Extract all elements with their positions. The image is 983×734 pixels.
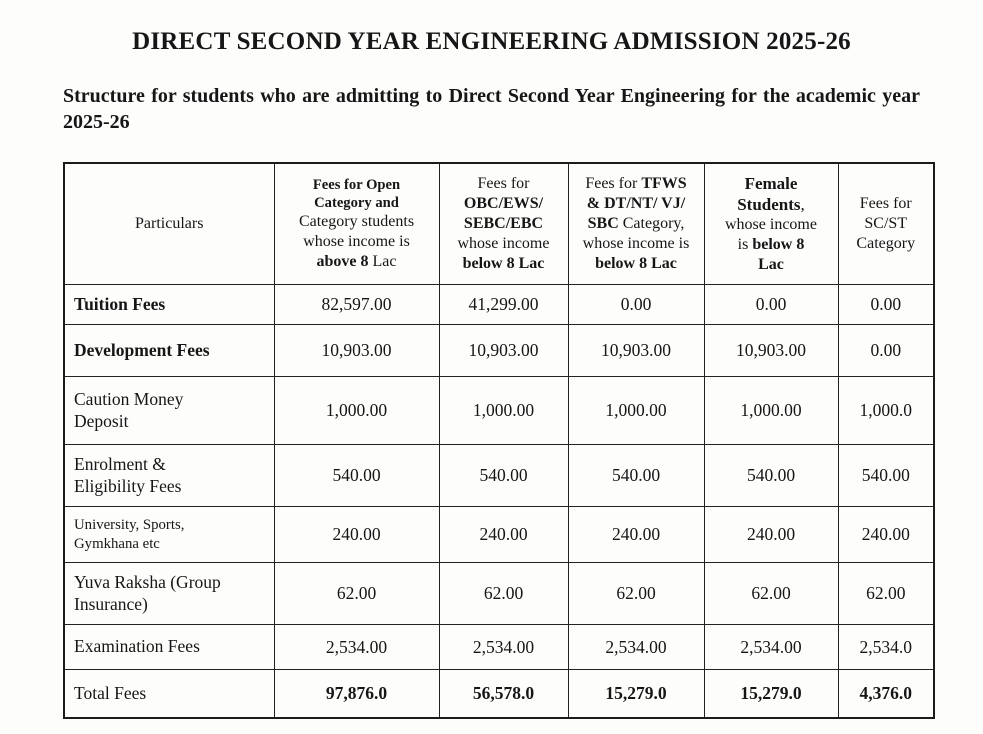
column-header-line: above 8 Lac — [316, 253, 397, 271]
fee-value: 2,534.0 — [837, 624, 935, 671]
column-header-line: below 8 Lac — [462, 254, 545, 272]
fee-value: 1,000.0 — [837, 376, 935, 446]
fee-value: 10,903.00 — [703, 324, 839, 378]
fee-value: 240.00 — [703, 506, 839, 564]
table-row: Yuva Raksha (Group Insurance) 62.00 62.00 6… — [63, 562, 935, 626]
column-header-line: & DT/NT/ VJ/ — [586, 195, 686, 213]
fee-value: 56,578.0 — [438, 669, 569, 719]
fee-value: 0.00 — [567, 284, 705, 326]
fee-value: 62.00 — [837, 562, 935, 626]
column-header-line: OBC/EWS/ — [463, 195, 544, 213]
column-header-particulars: Particulars — [63, 162, 275, 286]
column-header-line: Fees for — [859, 195, 912, 213]
column-header-obc-ews-sebc-ebc: Fees for OBC/EWS/SEBC/EBC whose income belo… — [438, 162, 569, 286]
column-header-line: Category and — [314, 195, 399, 212]
fee-value: 540.00 — [273, 444, 440, 508]
fee-value: 1,000.00 — [273, 376, 440, 446]
column-header-tfws-dt-nt-vj-sbc: Fees for TFWS & DT/NT/ VJ/SBC Category, wh… — [567, 162, 705, 286]
fee-value: 2,534.00 — [567, 624, 705, 671]
column-header-line: Fees for Open — [312, 177, 401, 194]
row-label: Development Fees — [63, 324, 275, 378]
table-row: Caution Money Deposit 1,000.00 1,000.00 1,0… — [63, 376, 935, 446]
column-header-sc-st: Fees for SC/ST Category — [837, 162, 935, 286]
column-header-line: SEBC/EBC — [463, 215, 544, 233]
fee-value: 1,000.00 — [438, 376, 569, 446]
column-header-line: Fees for — [477, 175, 530, 193]
fee-value: 62.00 — [273, 562, 440, 626]
column-header-line: is below 8 — [737, 236, 805, 254]
row-label: Enrolment & Eligibility Fees — [63, 444, 275, 508]
column-header-line: Lac — [758, 256, 784, 274]
page-title: DIRECT SECOND YEAR ENGINEERING ADMISSION… — [132, 28, 851, 55]
fee-value: 10,903.00 — [273, 324, 440, 378]
fee-value: 15,279.0 — [703, 669, 839, 719]
column-header-line: SC/ST — [864, 215, 908, 233]
column-header-line: whose income — [725, 216, 817, 234]
column-header-line: Fees for TFWS — [585, 175, 687, 193]
fee-value: 0.00 — [703, 284, 839, 326]
fee-value: 540.00 — [567, 444, 705, 508]
fee-value: 2,534.00 — [273, 624, 440, 671]
table-row: Examination Fees 2,534.00 2,534.00 2,534.00… — [63, 624, 935, 671]
fee-value: 540.00 — [438, 444, 569, 508]
row-label: Caution Money Deposit — [63, 376, 275, 446]
fee-value: 15,279.0 — [567, 669, 705, 719]
fee-value: 0.00 — [837, 324, 935, 378]
row-label: Total Fees — [63, 669, 275, 719]
row-label: Examination Fees — [63, 624, 275, 671]
table-row: University, Sports, Gymkhana etc 240.00 24… — [63, 506, 935, 564]
fee-value: 1,000.00 — [567, 376, 705, 446]
fee-value: 1,000.00 — [703, 376, 839, 446]
fee-value: 62.00 — [567, 562, 705, 626]
fee-value: 240.00 — [438, 506, 569, 564]
fee-value: 82,597.00 — [273, 284, 440, 326]
table-header-row: Particulars Fees for Open Category and Cat… — [63, 162, 935, 286]
fee-value: 540.00 — [837, 444, 935, 508]
fee-value: 62.00 — [438, 562, 569, 626]
row-label: Yuva Raksha (Group Insurance) — [63, 562, 275, 626]
column-header-line: Category students — [298, 213, 415, 231]
fee-value: 62.00 — [703, 562, 839, 626]
fee-value: 540.00 — [703, 444, 839, 508]
column-header-open: Fees for Open Category and Category studen… — [273, 162, 440, 286]
fee-value: 240.00 — [567, 506, 705, 564]
fee-value: 2,534.00 — [438, 624, 569, 671]
fee-value: 240.00 — [273, 506, 440, 564]
column-header-line: Students, — [737, 195, 805, 215]
column-header-line: Female — [744, 174, 798, 194]
row-label: University, Sports, Gymkhana etc — [63, 506, 275, 564]
table-row: Development Fees 10,903.00 10,903.00 10,903… — [63, 324, 935, 378]
column-header-line: whose income is — [582, 234, 690, 252]
column-header-line: SBC Category, — [587, 215, 685, 233]
fee-structure-table: Particulars Fees for Open Category and Cat… — [63, 161, 935, 719]
fee-value: 2,534.00 — [703, 624, 839, 671]
table-row: Total Fees 97,876.0 56,578.0 15,279.0 15,279… — [63, 669, 935, 719]
table-row: Tuition Fees 82,597.00 41,299.00 0.00 0.00 0.… — [63, 284, 935, 326]
table-row: Enrolment & Eligibility Fees 540.00 540.00… — [63, 444, 935, 508]
fee-value: 0.00 — [837, 284, 935, 326]
column-header-line: whose income — [457, 234, 550, 252]
fee-value: 10,903.00 — [567, 324, 705, 378]
column-header-female: Female Students, whose income is below 8 Lac — [703, 162, 839, 286]
fee-value: 97,876.0 — [273, 669, 440, 719]
column-header-line: Category — [856, 234, 916, 252]
column-header-line: below 8 Lac — [595, 254, 677, 272]
fee-value: 41,299.00 — [438, 284, 569, 326]
table-body: Tuition Fees 82,597.00 41,299.00 0.00 0.00 0.… — [63, 284, 935, 719]
fee-value: 240.00 — [837, 506, 935, 564]
page-subtitle: Structure for students who are admitting… — [63, 85, 920, 134]
row-label: Tuition Fees — [63, 284, 275, 326]
fee-value: 4,376.0 — [837, 669, 935, 719]
column-header-line: whose income is — [303, 233, 410, 251]
fee-value: 10,903.00 — [438, 324, 569, 378]
